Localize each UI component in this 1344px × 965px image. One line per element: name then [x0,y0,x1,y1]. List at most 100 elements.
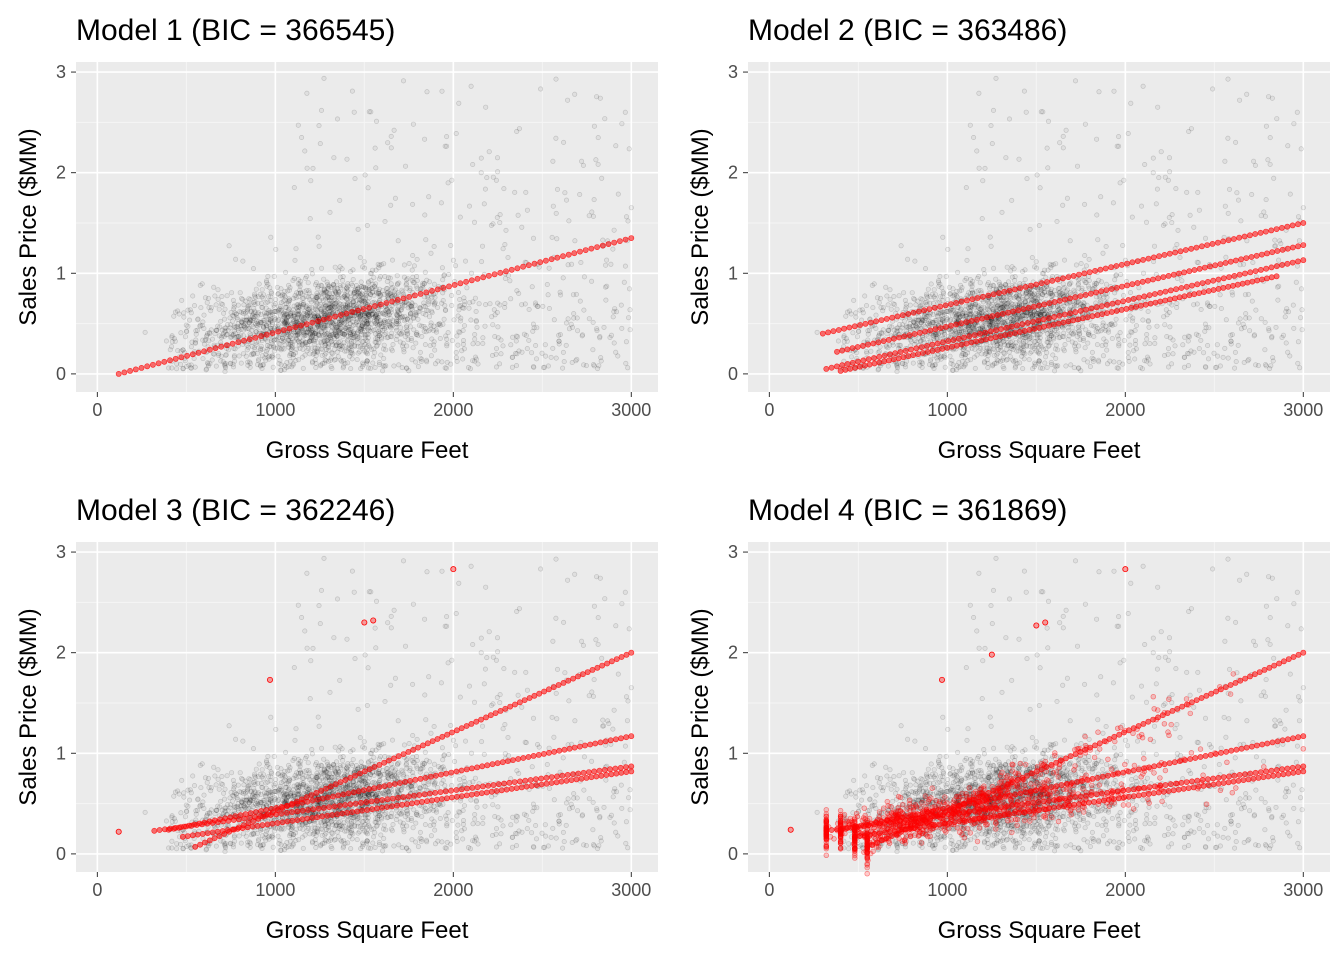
observed-point [592,197,596,201]
observed-point [485,175,489,179]
observed-point [355,337,359,341]
fitted-point-series-1 [532,261,537,266]
observed-point [1167,156,1171,160]
observed-point [360,364,364,368]
observed-point [994,76,998,80]
observed-point [1092,334,1096,338]
fitted-point-series-1 [986,293,991,298]
observed-point [968,358,972,362]
observed-point [884,285,888,289]
observed-point [304,294,308,298]
observed-point [450,338,454,342]
fitted-point-series-2 [959,321,964,326]
observed-point [1021,344,1025,348]
observed-point [360,324,364,328]
observed-point [440,266,444,270]
observed-point [1215,343,1219,347]
observed-point [604,258,608,262]
observed-point [907,317,911,321]
observed-point [359,280,363,284]
observed-point [342,332,346,336]
observed-point [924,292,928,296]
observed-point [443,308,447,312]
observed-point [332,295,336,299]
observed-point [1295,264,1299,268]
observed-point [192,303,196,307]
fitted-point-series-1 [555,255,560,260]
fitted-point-series-1 [1114,263,1119,268]
observed-point [437,321,441,325]
observed-point [510,365,514,369]
observed-point [987,286,991,290]
fitted-point-series-1 [412,293,417,298]
observed-point [1061,203,1065,207]
observed-point [932,354,936,358]
observed-point [890,325,894,329]
observed-point [436,359,440,363]
observed-point [623,110,627,114]
observed-point [473,296,477,300]
observed-point [1109,321,1113,325]
observed-point [913,259,917,263]
observed-point [1104,282,1108,286]
observed-point [1234,359,1238,363]
observed-point [480,244,484,248]
observed-point [951,308,955,312]
observed-point [389,146,393,150]
fitted-point-series-1 [1210,241,1215,246]
observed-point [411,122,415,126]
observed-point [844,314,848,318]
observed-point [253,302,257,306]
fitted-point-series-1 [1301,220,1306,225]
observed-point [181,348,185,352]
fitted-point-series-2 [923,329,928,334]
observed-point [282,338,286,342]
observed-point [563,191,567,195]
observed-point [598,336,602,340]
observed-point [1018,361,1022,365]
fitted-point-series-1 [1178,249,1183,254]
fitted-point-series-1 [1194,245,1199,250]
observed-point [522,332,526,336]
observed-point [341,364,345,368]
observed-point [1218,293,1222,297]
observed-point [514,339,518,343]
observed-point [302,311,306,315]
observed-point [1238,317,1242,321]
fitted-point-series-2 [928,328,933,333]
observed-point [471,162,475,166]
observed-point [1068,291,1072,295]
observed-point [946,247,950,251]
observed-point [418,306,422,310]
observed-point [1079,261,1083,265]
observed-point [1113,278,1117,282]
observed-point [1062,258,1066,262]
observed-point [1165,313,1169,317]
observed-point [313,298,317,302]
observed-point [1045,332,1049,336]
observed-point [290,346,294,350]
observed-point [1043,355,1047,359]
observed-point [386,294,390,298]
observed-point [208,331,212,335]
observed-point [276,354,280,358]
fitted-point-series-1 [879,318,884,323]
observed-point [276,323,280,327]
observed-point [1037,223,1041,227]
observed-point [290,365,294,369]
observed-point [549,355,553,359]
observed-point [239,361,243,365]
observed-point [293,258,297,262]
observed-point [432,244,436,248]
observed-point [463,259,467,263]
fitted-point-series-1 [310,320,315,325]
y-tick-label: 3 [56,62,66,82]
observed-point [405,317,409,321]
fitted-point-series-1 [219,344,224,349]
observed-point [319,108,323,112]
observed-point [374,340,378,344]
observed-point [410,202,414,206]
observed-point [1029,315,1033,319]
fitted-point-series-1 [938,304,943,309]
fitted-point-series-1 [1274,227,1279,232]
